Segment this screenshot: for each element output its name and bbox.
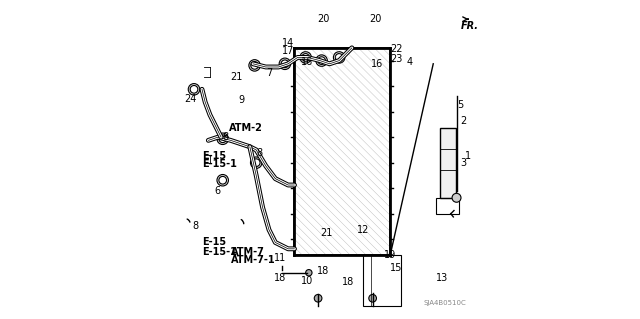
Text: 9: 9	[239, 95, 244, 106]
Circle shape	[252, 159, 260, 167]
Text: E-15: E-15	[202, 151, 226, 161]
Circle shape	[452, 193, 461, 202]
Text: 20: 20	[317, 14, 329, 24]
Text: 13: 13	[436, 272, 449, 283]
Bar	[363, 255, 401, 306]
Text: 6: 6	[215, 186, 221, 197]
Text: 21: 21	[230, 71, 243, 82]
Circle shape	[306, 270, 312, 276]
Circle shape	[302, 54, 310, 61]
Text: 14: 14	[282, 38, 294, 48]
Text: 10: 10	[301, 276, 313, 286]
Text: 15: 15	[390, 263, 403, 273]
Text: 16: 16	[301, 57, 313, 67]
Text: 18: 18	[342, 277, 355, 287]
Text: ATM-7: ATM-7	[230, 247, 264, 257]
Text: 11: 11	[274, 253, 286, 263]
Text: 18: 18	[274, 272, 286, 283]
Text: 21: 21	[320, 228, 332, 238]
Text: 24: 24	[184, 94, 197, 104]
Text: 19: 19	[384, 250, 396, 260]
Circle shape	[217, 174, 228, 186]
Text: 22: 22	[390, 44, 403, 55]
Circle shape	[369, 294, 376, 302]
Text: ATM-7-1: ATM-7-1	[230, 255, 275, 265]
Text: 7: 7	[266, 68, 272, 78]
Circle shape	[333, 52, 345, 63]
Text: 4: 4	[406, 57, 412, 67]
Text: 18: 18	[317, 266, 329, 276]
Text: 16: 16	[371, 59, 383, 69]
Circle shape	[318, 57, 325, 64]
Circle shape	[300, 52, 312, 63]
Text: 2: 2	[460, 116, 467, 126]
Text: SJA4B0510C: SJA4B0510C	[424, 300, 467, 306]
Text: FR.: FR.	[460, 20, 478, 31]
Circle shape	[251, 62, 259, 69]
Circle shape	[316, 55, 327, 66]
Text: 23: 23	[390, 54, 403, 64]
Text: 12: 12	[356, 225, 369, 235]
Circle shape	[250, 157, 262, 168]
Text: 8: 8	[193, 221, 198, 232]
Text: 1: 1	[465, 151, 471, 161]
Circle shape	[335, 54, 343, 61]
Text: 5: 5	[457, 100, 463, 110]
Text: 17: 17	[282, 46, 294, 56]
Circle shape	[217, 133, 228, 145]
Text: ATM-2: ATM-2	[229, 122, 263, 133]
Text: 3: 3	[460, 158, 467, 168]
Circle shape	[279, 58, 291, 70]
Circle shape	[219, 135, 227, 143]
Circle shape	[314, 294, 322, 302]
Circle shape	[190, 85, 198, 93]
Circle shape	[219, 176, 227, 184]
Text: 8: 8	[256, 148, 262, 158]
Text: 8: 8	[223, 132, 229, 142]
Text: E-15-1: E-15-1	[202, 247, 237, 257]
Circle shape	[249, 60, 260, 71]
Text: E-15-1: E-15-1	[202, 159, 237, 169]
Text: 20: 20	[369, 14, 382, 24]
Circle shape	[188, 84, 200, 95]
Bar	[294, 48, 390, 255]
Circle shape	[281, 60, 289, 68]
Text: E-15: E-15	[202, 237, 226, 248]
Bar	[440, 128, 456, 198]
